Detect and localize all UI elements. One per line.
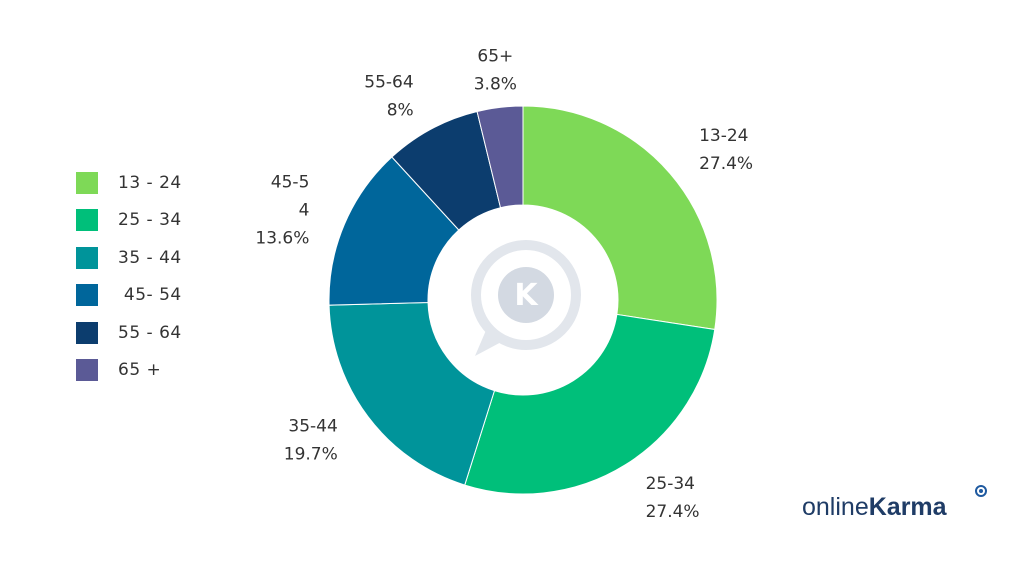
logo-text-bold: Karma [868,493,947,521]
legend-swatch [76,171,98,194]
legend-swatch [76,359,98,382]
legend-swatch [76,321,98,344]
legend-item: 55 - 64 [76,314,182,352]
legend-item: 65 + [76,352,182,390]
center-k-logo-icon: K [471,240,581,356]
legend-swatch [76,209,98,232]
legend-item: 35 - 44 [76,239,182,277]
donut-slice-1 [522,105,718,331]
logo-text-light: online [802,493,869,521]
legend-item: 25 - 34 [76,202,182,240]
legend-label: 13 - 24 [118,172,182,193]
legend-item: 13 - 24 [76,164,182,202]
legend: 13 - 24 25 - 34 35 - 44 45- 54 55 - 64 6… [76,164,182,389]
slice-label-4: 45-5 4 13.6% [255,172,309,248]
legend-swatch [76,246,98,269]
legend-label: 25 - 34 [118,210,182,231]
donut-slice-3 [328,302,496,486]
logo-eye-icon [975,485,987,497]
slice-label-2: 25-34 27.4% [646,474,700,522]
donut-slice-6 [476,105,524,209]
legend-label: 55 - 64 [118,322,182,343]
legend-item: 45- 54 [76,277,182,315]
legend-label: 35 - 44 [118,247,182,268]
donut-slice-2 [464,313,716,495]
brand-logo: onlineKarma [802,493,947,522]
slice-label-3: 35-44 19.7% [284,417,338,465]
legend-label: 65 + [118,360,162,381]
slice-label-1: 13-24 27.4% [699,126,753,174]
svg-text:K: K [514,278,539,313]
slice-label-6: 65+ 3.8% [474,47,517,95]
slice-label-5: 55-64 8% [364,72,413,120]
legend-swatch [76,284,98,307]
legend-label: 45- 54 [118,285,182,306]
